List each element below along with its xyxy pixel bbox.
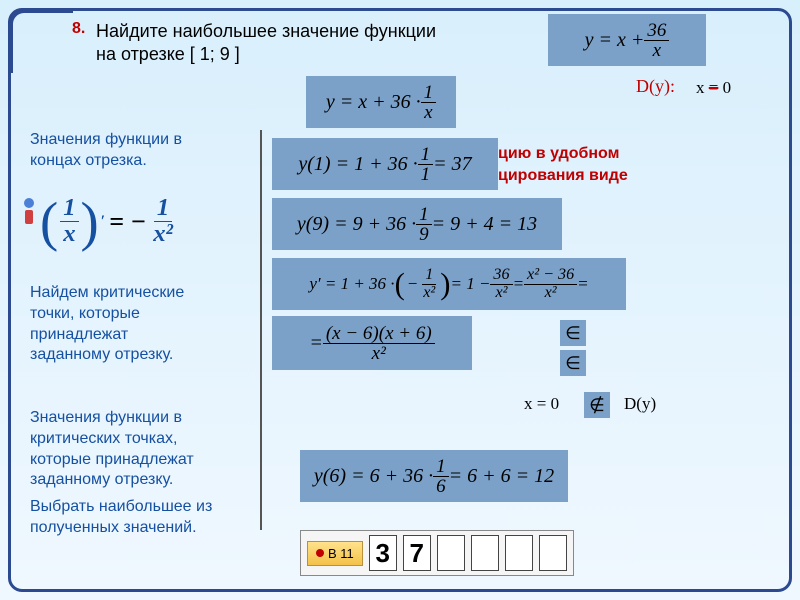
fl: = — [309, 332, 323, 355]
dt: = — [577, 274, 588, 294]
domain-condition: x = 0 — [696, 78, 731, 98]
y9l: y(9) = 9 + 36 · — [297, 213, 416, 236]
element-of-1: ∈ — [560, 320, 586, 346]
problem-number: 8. — [72, 20, 85, 38]
ep-l2: концах отрезка. — [30, 152, 147, 169]
answer-cell-5[interactable] — [505, 535, 533, 571]
prime: ′ — [101, 213, 105, 231]
cv2: критических точках, — [30, 430, 177, 447]
dm: = 1 − — [450, 274, 490, 294]
hint-l2: цирования виде — [498, 167, 628, 184]
ep-l1: Значения функции в — [30, 131, 182, 148]
answer-button-b11[interactable]: В 11 — [307, 541, 363, 566]
lhs-paren: ( 1 x ) ′ — [40, 190, 105, 253]
eq: = − — [109, 207, 146, 237]
lp: ( — [40, 190, 58, 253]
frac-x236: x² − 36 x² — [524, 267, 577, 300]
endpoints-label: Значения функции в концах отрезка. — [30, 130, 182, 172]
fraction-1-x: 1 x — [421, 83, 437, 122]
b11-label: В 11 — [328, 546, 354, 561]
element-of-2: ∈ — [560, 350, 586, 376]
cl3: принадлежат — [30, 326, 128, 343]
answer-cell-6[interactable] — [539, 535, 567, 571]
dl: y′ = 1 + 36 · — [309, 274, 394, 294]
x-equals-0: x = 0 — [524, 394, 559, 414]
choose-max-label: Выбрать наибольшее из полученных значени… — [30, 497, 262, 539]
answer-cell-2[interactable]: 7 — [403, 535, 431, 571]
frac-factored: (x − 6)(x + 6) x² — [323, 324, 435, 363]
derivative-calc: y′ = 1 + 36 · ( − 1 x² ) = 1 − 36 x² = x… — [272, 258, 626, 310]
cv3: которые принадлежат — [30, 451, 194, 468]
y1l: y(1) = 1 + 36 · — [298, 153, 417, 176]
answer-cell-4[interactable] — [471, 535, 499, 571]
main-function-formula: y = x + 36 x — [548, 14, 706, 66]
critical-values-label: Значения функции в критических точках, к… — [30, 408, 240, 491]
rewritten-function: y = x + 36 · 1 x — [306, 76, 456, 128]
answer-cell-3[interactable] — [437, 535, 465, 571]
frac-36-x2: 36 x² — [490, 267, 512, 300]
cl1: Найдем критические — [30, 284, 184, 301]
y1r: = 37 — [433, 153, 472, 176]
vertical-divider — [260, 130, 262, 530]
y9r: = 9 + 4 = 13 — [432, 213, 538, 236]
cl2: точки, которые — [30, 305, 140, 322]
cl4: заданному отрезку. — [30, 346, 173, 363]
dlp: ( — [395, 267, 405, 302]
frac-1-1: 1 1 — [418, 145, 434, 184]
domain-y: D(y) — [624, 394, 656, 414]
y-at-1: y(1) = 1 + 36 · 1 1 = 37 — [272, 138, 498, 190]
de2: = — [513, 274, 524, 294]
hint-l1: цию в удобном — [498, 145, 619, 162]
rp: ) — [81, 190, 99, 253]
frac-1x2: 1 x² — [150, 196, 176, 246]
problem-statement: Найдите наибольшее значение функции на о… — [96, 20, 436, 67]
ch2: полученных значений. — [30, 519, 197, 536]
zero-text: 0 — [718, 78, 731, 97]
info-icon — [18, 196, 40, 226]
ch1: Выбрать наибольшее из — [30, 498, 212, 515]
answer-bar: В 11 3 7 — [300, 530, 574, 576]
dot-icon — [316, 549, 324, 557]
problem-line2: на отрезке [ 1; 9 ] — [96, 44, 240, 64]
neg: − — [407, 274, 418, 294]
cv4: заданному отрезку. — [30, 471, 173, 488]
red-hint-text: цию в удобном цирования виде — [498, 143, 628, 186]
frac-1-6: 1 6 — [433, 457, 449, 496]
frac-1-x2: 1 x² — [420, 267, 438, 300]
frac-1x: 1 x — [60, 196, 78, 246]
y-at-6: y(6) = 6 + 36 · 1 6 = 6 + 6 = 12 — [300, 450, 568, 502]
cv1: Значения функции в — [30, 409, 182, 426]
derivative-identity: ( 1 x ) ′ = − 1 x² — [40, 190, 176, 253]
frac-1-9: 1 9 — [416, 205, 432, 244]
critical-points-label: Найдем критические точки, которые принад… — [30, 283, 230, 366]
factored-derivative: = (x − 6)(x + 6) x² — [272, 316, 472, 370]
problem-line1: Найдите наибольшее значение функции — [96, 21, 436, 41]
main-lhs: y = x + — [585, 29, 645, 52]
rewrite-lhs: y = x + 36 · — [326, 91, 421, 114]
y6r: = 6 + 6 = 12 — [449, 465, 555, 488]
y-at-9: y(9) = 9 + 36 · 1 9 = 9 + 4 = 13 — [272, 198, 562, 250]
fraction-36-x: 36 x — [644, 21, 669, 60]
y6l: y(6) = 6 + 36 · — [314, 465, 433, 488]
strike-eq: = — [709, 78, 719, 97]
not-element-of: ∉ — [584, 392, 610, 418]
answer-cell-1[interactable]: 3 — [369, 535, 397, 571]
x-text: x — [696, 78, 709, 97]
drp: ) — [440, 267, 450, 302]
domain-label: D(y): — [636, 76, 675, 97]
paren-neg: ( − 1 x² ) — [395, 267, 451, 302]
